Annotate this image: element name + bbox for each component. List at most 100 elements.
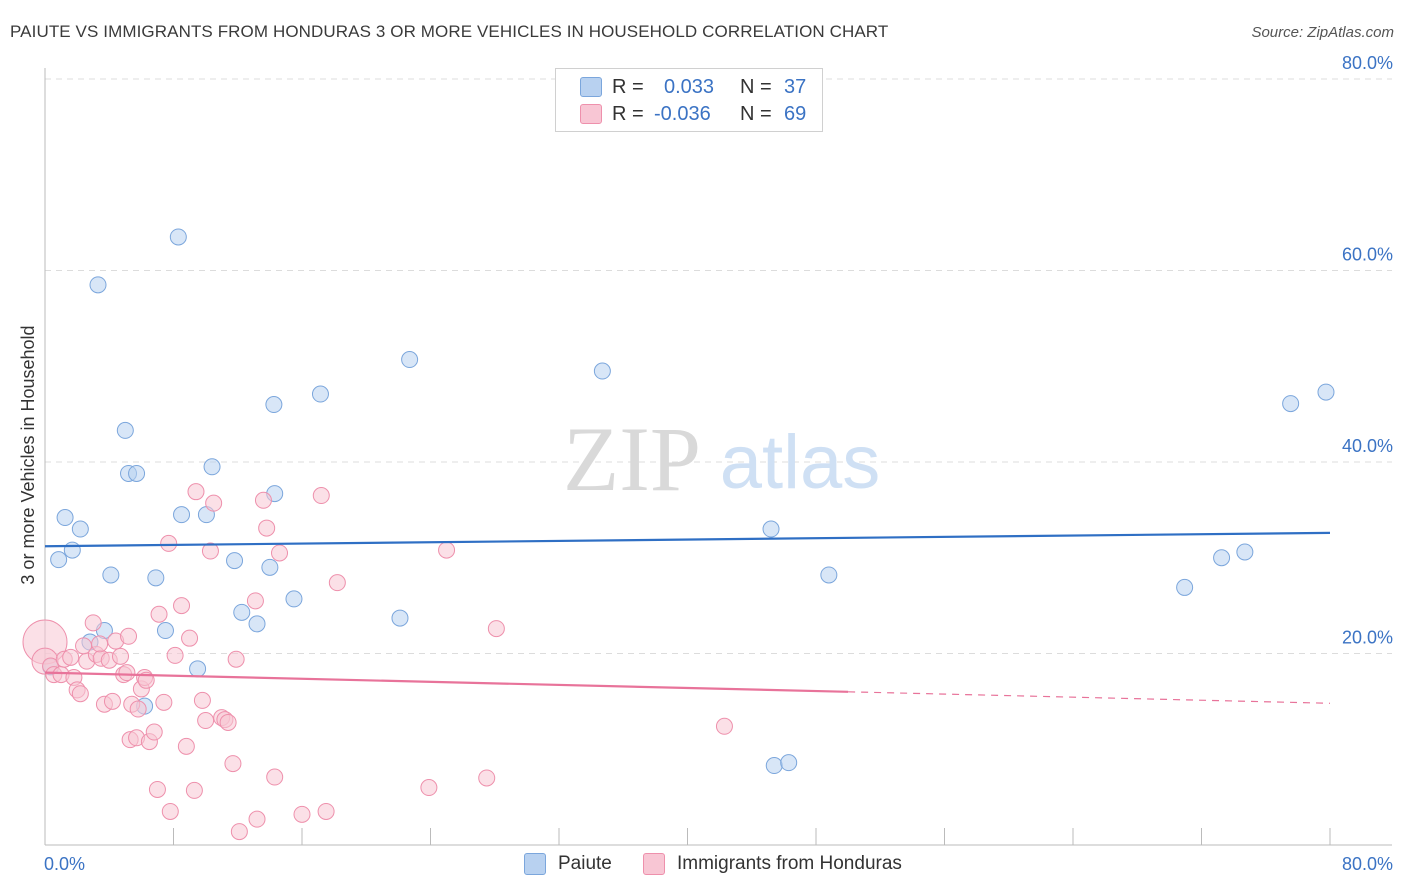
watermark-atlas: atlas: [720, 420, 881, 505]
trend-lines: [44, 531, 1331, 704]
data-point-honduras: [248, 810, 266, 828]
legend-n-value: 37: [784, 75, 807, 98]
data-point-paiute: [593, 362, 611, 380]
data-point-paiute: [116, 421, 134, 439]
data-point-paiute: [63, 541, 81, 559]
data-point-paiute: [311, 385, 329, 403]
data-point-honduras: [173, 597, 191, 615]
data-point-honduras: [103, 692, 121, 710]
data-point-honduras: [487, 620, 505, 638]
data-point-paiute: [102, 566, 120, 584]
legend-swatch-blue: [580, 77, 602, 97]
data-point-honduras: [328, 574, 346, 592]
data-point-honduras: [84, 614, 102, 632]
data-point-honduras: [227, 650, 245, 668]
x-tick-label-min: 0.0%: [44, 854, 85, 874]
data-point-honduras: [230, 823, 248, 841]
x-tick-label-max: 80.0%: [1342, 854, 1393, 874]
data-point-paiute: [189, 660, 207, 678]
source-label: Source: ZipAtlas.com: [1251, 24, 1394, 41]
y-axis-title: 3 or more Vehicles in Household: [18, 325, 38, 584]
data-point-honduras: [145, 723, 163, 741]
data-point-honduras: [120, 627, 138, 645]
data-point-honduras: [181, 629, 199, 647]
correlation-legend: R = 0.033 N = 37 R = -0.036 N = 69: [555, 68, 823, 132]
legend-swatch-blue: [524, 853, 546, 875]
data-point-honduras: [177, 737, 195, 755]
data-point-paiute: [71, 520, 89, 538]
legend-label-honduras: Immigrants from Honduras: [677, 853, 902, 874]
watermark: ZIP atlas: [563, 408, 880, 510]
y-tick-label: 80.0%: [1342, 53, 1393, 73]
watermark-zip: ZIP: [563, 408, 701, 510]
data-point-paiute: [233, 603, 251, 621]
legend-n-value: 69: [784, 102, 807, 125]
data-point-paiute: [173, 506, 191, 524]
series-honduras-points: [22, 483, 733, 841]
data-point-honduras: [129, 700, 147, 718]
data-point-honduras: [155, 693, 173, 711]
tick-labels: 20.0% 40.0% 60.0% 80.0% 0.0% 80.0%: [44, 53, 1393, 874]
data-point-honduras: [185, 781, 203, 799]
legend-n-label: N =: [740, 75, 772, 98]
data-point-paiute: [203, 458, 221, 476]
data-point-paiute: [1282, 395, 1300, 413]
data-point-paiute: [1236, 543, 1254, 561]
trend-line-paiute: [44, 531, 1331, 548]
legend-row-paiute: R = 0.033 N = 37: [580, 74, 806, 100]
legend-r-value: 0.033: [664, 75, 715, 98]
data-point-honduras: [150, 605, 168, 623]
data-point-paiute: [261, 558, 279, 576]
axes: [44, 68, 1392, 846]
data-point-honduras: [246, 592, 264, 610]
data-point-honduras: [111, 647, 129, 665]
data-point-honduras: [266, 768, 284, 786]
data-point-honduras: [71, 685, 89, 703]
legend-n-label: N =: [740, 102, 772, 125]
data-point-paiute: [401, 351, 419, 369]
data-point-honduras: [258, 519, 276, 537]
data-point-paiute: [50, 551, 68, 569]
chart-title: PAIUTE VS IMMIGRANTS FROM HONDURAS 3 OR …: [10, 22, 889, 41]
data-point-honduras: [312, 487, 330, 505]
data-point-paiute: [226, 552, 244, 570]
data-point-paiute: [248, 615, 266, 633]
data-point-honduras: [271, 544, 289, 562]
data-point-paiute: [56, 509, 74, 527]
data-point-honduras: [224, 755, 242, 773]
data-point-honduras: [254, 491, 272, 509]
data-point-paiute: [820, 566, 838, 584]
data-point-honduras: [137, 671, 155, 689]
data-point-paiute: [1317, 383, 1335, 401]
data-point-honduras: [205, 494, 223, 512]
legend-r-label: R =: [612, 75, 644, 98]
bottom-legend-paiute[interactable]: Paiute: [524, 852, 612, 876]
data-point-honduras: [317, 802, 335, 820]
trend-line-honduras: [44, 671, 849, 693]
data-point-honduras: [420, 779, 438, 797]
data-point-paiute: [156, 622, 174, 640]
data-point-paiute: [285, 590, 303, 608]
data-point-paiute: [1213, 549, 1231, 567]
data-point-honduras: [438, 541, 456, 559]
data-point-honduras: [197, 712, 215, 730]
legend-r-label: R =: [612, 102, 644, 125]
data-point-paiute: [780, 754, 798, 772]
bottom-legend-honduras[interactable]: Immigrants from Honduras: [643, 852, 902, 876]
data-point-honduras: [219, 713, 237, 731]
grid-lines: [45, 78, 1392, 654]
data-point-honduras: [293, 805, 311, 823]
data-point-honduras: [166, 646, 184, 664]
data-point-honduras: [91, 635, 109, 653]
data-point-honduras: [715, 717, 733, 735]
legend-swatch-pink: [643, 853, 665, 875]
data-point-honduras: [478, 769, 496, 787]
legend-r-value: -0.036: [654, 102, 711, 125]
data-point-paiute: [89, 276, 107, 294]
y-tick-label: 40.0%: [1342, 436, 1393, 456]
data-point-honduras: [193, 691, 211, 709]
data-point-paiute: [265, 396, 283, 414]
data-point-paiute: [147, 569, 165, 587]
data-point-paiute: [391, 609, 409, 627]
